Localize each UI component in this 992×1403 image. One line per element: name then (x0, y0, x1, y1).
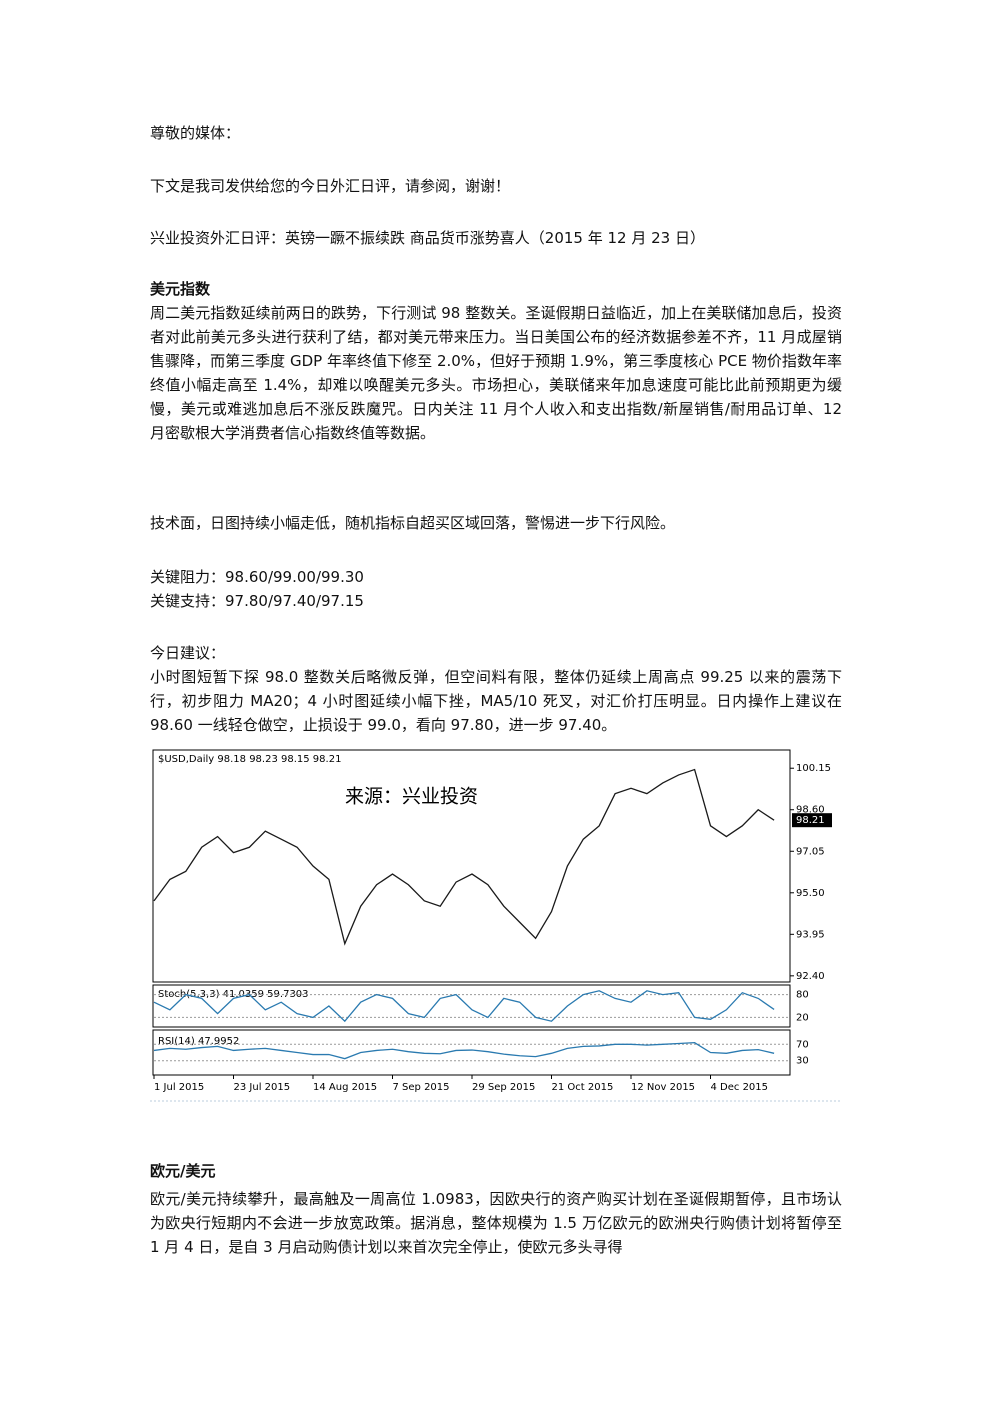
x-tick-label: 23 Jul 2015 (234, 1082, 291, 1093)
y-tick-label: 70 (796, 1039, 809, 1050)
y-tick-label: 80 (796, 990, 809, 1001)
x-tick-label: 21 Oct 2015 (552, 1082, 614, 1093)
chart-bg (150, 745, 842, 1103)
headline: 兴业投资外汇日评：英镑一蹶不振续跌 商品货币涨势喜人（2015 年 12 月 2… (150, 229, 705, 247)
indicator-line (153, 990, 775, 1023)
section-heading: 欧元/美元 (150, 1162, 216, 1180)
section-heading: 美元指数 (150, 280, 211, 298)
last-price-label: 98.21 (796, 815, 825, 826)
paragraph: 今日建议： (150, 644, 226, 662)
x-tick-label: 29 Sep 2015 (472, 1082, 535, 1093)
y-tick-label: 95.50 (796, 888, 825, 899)
main-panel (152, 749, 791, 983)
paragraph: 关键支持：97.80/97.40/97.15 (150, 592, 364, 610)
paragraph: 小时图短暂下探 98.0 整数关后略微反弹，但空间料有限，整体仍延续上周高点 9… (150, 668, 842, 734)
chart-title: $USD,Daily 98.18 98.23 98.15 98.21 (158, 754, 341, 765)
panel-label: Stoch(5,3,3) 41.0359 59.7303 (158, 989, 309, 1000)
y-tick-label: 30 (796, 1056, 809, 1067)
last-price-box (792, 813, 832, 828)
intro: 下文是我司发供给您的今日外汇日评，请参阅，谢谢！ (150, 177, 511, 195)
panel-label: RSI(14) 47.9952 (158, 1036, 239, 1047)
y-tick-label: 93.95 (796, 929, 825, 940)
stoch-panel (152, 984, 791, 1028)
y-tick-label: 98.60 (796, 805, 825, 816)
annotation: 来源：兴业投资 (345, 786, 478, 808)
x-tick-label: 12 Nov 2015 (631, 1082, 695, 1093)
y-tick-label: 20 (796, 1012, 809, 1023)
chart: $USD,Daily 98.18 98.23 98.15 98.21 来源：兴业… (150, 745, 842, 1103)
x-tick-label: 14 Aug 2015 (313, 1082, 377, 1093)
paragraph: 周二美元指数延续前两日的跌势，下行测试 98 整数关。圣诞假期日益临近，加上在美… (150, 304, 842, 442)
x-tick-label: 1 Jul 2015 (154, 1082, 204, 1093)
paragraph: 欧元/美元持续攀升，最高触及一周高位 1.0983，因欧央行的资产购买计划在圣诞… (150, 1190, 842, 1256)
y-tick-label: 97.05 (796, 846, 825, 857)
greeting: 尊敬的媒体： (150, 124, 241, 142)
y-tick-label: 100.15 (796, 763, 831, 774)
x-tick-label: 4 Dec 2015 (711, 1082, 769, 1093)
indicator-line (153, 1042, 775, 1060)
x-tick-label: 7 Sep 2015 (393, 1082, 450, 1093)
price-line (153, 768, 775, 946)
paragraph: 关键阻力：98.60/99.00/99.30 (150, 568, 364, 586)
y-tick-label: 92.40 (796, 971, 825, 982)
paragraph: 技术面，日图持续小幅走低，随机指标自超买区域回落，警惕进一步下行风险。 (150, 514, 676, 532)
